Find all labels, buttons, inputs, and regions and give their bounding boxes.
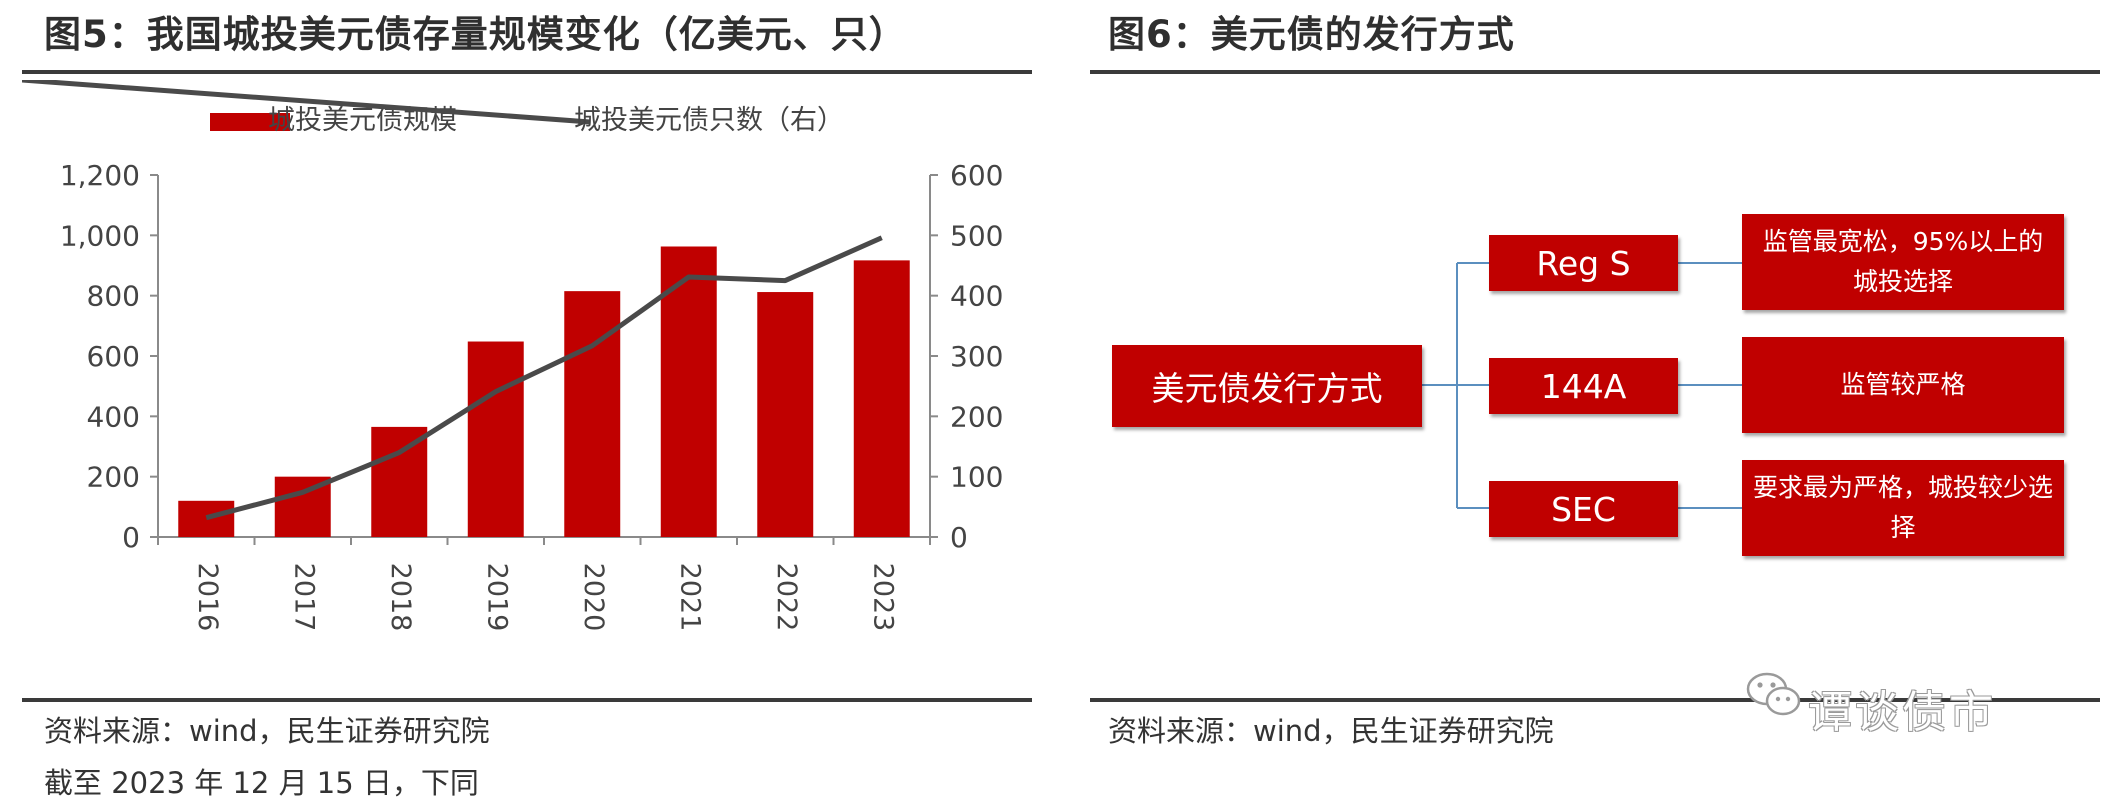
x-tick-label: 2022 [771, 563, 802, 632]
x-tick-label: 2019 [481, 563, 512, 632]
left-title-rule [22, 70, 1032, 74]
wechat-icon [1746, 672, 1801, 716]
left-title: 图5：我国城投美元债存量规模变化（亿美元、只） [44, 13, 907, 56]
x-tick-label: 2016 [192, 563, 223, 632]
right-tick-label: 0 [950, 521, 968, 554]
bar [757, 292, 814, 537]
wechat-logo [1745, 668, 1803, 720]
bar [467, 341, 524, 537]
x-tick-label: 2020 [578, 563, 609, 632]
right-title-rule [1090, 70, 2100, 74]
flow-root-box: 美元债发行方式 [1112, 345, 1422, 427]
left-tick-label: 600 [87, 340, 140, 373]
right-source-rule [1090, 698, 2100, 702]
right-title: 图6：美元债的发行方式 [1108, 13, 1515, 56]
legend-bar-swatch [210, 113, 290, 131]
x-tick-label: 2017 [288, 563, 319, 632]
right-tick-label: 300 [950, 340, 1003, 373]
x-tick-label: 2021 [674, 563, 705, 632]
chart-legend: 城投美元债规模 城投美元债只数（右） [22, 80, 844, 136]
x-tick-label: 2023 [867, 563, 898, 632]
flow-item-reg-s: Reg S [1489, 235, 1678, 291]
bar [853, 260, 910, 537]
right-tick-label: 200 [950, 400, 1003, 433]
line-series [205, 235, 883, 521]
left-note: 截至 2023 年 12 月 15 日，下同 [44, 766, 479, 800]
left-tick-label: 800 [87, 280, 140, 313]
flow-item-144a: 144A [1489, 358, 1678, 414]
left-source-rule [22, 698, 1032, 702]
legend-line-swatch [22, 80, 591, 125]
right-tick-label: 600 [950, 159, 1003, 192]
bar [371, 426, 428, 537]
flow-desc-144a: 监管较严格 [1742, 337, 2064, 433]
stock-chart: 城投美元债规模 城投美元债只数（右） 0 200 400 600 800 1,000 1,2… [22, 80, 1004, 631]
bar [178, 500, 235, 537]
left-tick-label: 1,200 [60, 159, 140, 192]
left-tick-label: 200 [87, 461, 140, 494]
left-source: 资料来源：wind，民生证券研究院 [44, 714, 490, 748]
x-tick-label: 2018 [385, 563, 416, 632]
bar-series [178, 246, 910, 537]
right-tick-label: 100 [950, 461, 1003, 494]
right-tick-label: 500 [950, 219, 1003, 252]
right-source: 资料来源：wind，民生证券研究院 [1108, 714, 1554, 748]
right-tick-label: 400 [950, 280, 1003, 313]
chart-axes: 0 200 400 600 800 1,000 1,200 0 100 200 300 400 500 6… [60, 159, 1004, 631]
watermark-text: 谭谈债市 [1808, 687, 1996, 738]
flow-item-sec: SEC [1489, 481, 1678, 537]
legend-line-label: 城投美元债只数（右） [574, 105, 844, 136]
left-tick-label: 400 [87, 400, 140, 433]
count-line [205, 235, 883, 521]
left-tick-label: 1,000 [60, 219, 140, 252]
flow-desc-sec: 要求最为严格，城投较少选择 [1742, 460, 2064, 556]
bar [660, 246, 717, 537]
left-tick-label: 0 [122, 521, 140, 554]
flow-desc-reg-s: 监管最宽松，95%以上的城投选择 [1742, 214, 2064, 310]
